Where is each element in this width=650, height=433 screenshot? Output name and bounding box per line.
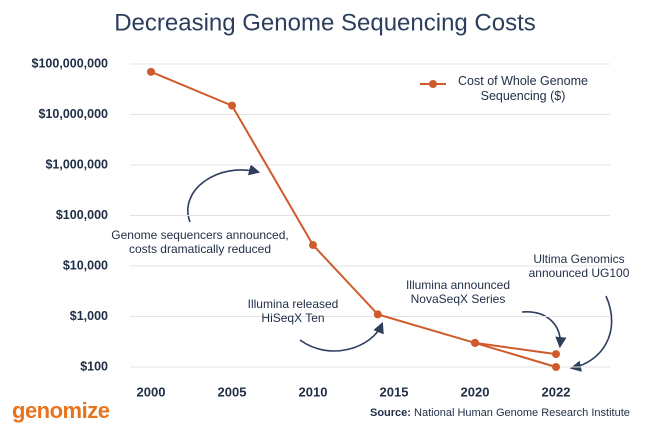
data-point [309,241,317,250]
x-tick-label: 2000 [137,384,166,399]
y-tick-label: $10,000 [63,258,108,272]
series-line [474,341,557,368]
annotation: Illumina released HiSeqX Ten [247,297,339,325]
y-tick-label: $100 [80,359,108,373]
arrow [521,311,567,349]
y-tick-label: $100,000,000 [32,56,109,70]
y-tick-label: $1,000 [70,309,108,323]
data-point [147,67,155,76]
y-tick-label: $10,000,000 [38,107,108,121]
y-tick-label: $1,000,000 [45,157,108,171]
legend-label: Cost of Whole Genome Sequencing ($) [458,74,588,103]
data-point [552,350,560,359]
data-point [228,101,236,110]
data-point [552,363,560,371]
annotation: Genome sequencers announced, costs drama… [111,228,289,256]
annotation: Ultima Genomics announced UG100 [528,252,630,280]
chart-title: Decreasing Genome Sequencing Costs [114,9,536,36]
data-point [471,338,479,347]
x-tick-label: 2010 [299,384,328,399]
annotation-arrows [187,164,613,372]
legend-swatch [429,80,437,88]
x-tick-label: 2015 [380,384,409,399]
x-tick-label: 2022 [542,384,571,399]
series-line [150,70,557,356]
arrow [187,164,261,223]
data-point [373,310,382,319]
annotation: Illumina announced NovaSeqX Series [405,278,511,306]
grid [130,63,610,368]
logo: genomize [12,398,110,423]
arrow [569,295,613,372]
y-tick-label: $100,000 [56,208,108,222]
source-label: Source: [370,407,411,419]
source: Source: National Human Genome Research I… [370,407,630,419]
source-text: National Human Genome Research Institute [414,407,630,419]
x-tick-label: 2005 [218,384,247,399]
x-tick-label: 2020 [461,384,490,399]
arrow [299,321,384,352]
